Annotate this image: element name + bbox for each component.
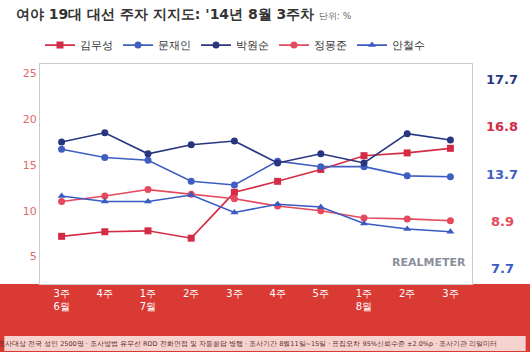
svg-text:8.9: 8.9 bbox=[491, 214, 514, 229]
svg-text:20: 20 bbox=[23, 113, 37, 126]
svg-text:조사대상 전국 성인 2500명 · 조사방법 유무선 RD: 조사대상 전국 성인 2500명 · 조사방법 유무선 RDD 전화면접 및 자… bbox=[0, 340, 497, 348]
svg-text:10: 10 bbox=[23, 205, 37, 218]
svg-text:안철수: 안철수 bbox=[392, 39, 425, 52]
svg-text:16.8: 16.8 bbox=[486, 119, 518, 134]
svg-text:문재인: 문재인 bbox=[158, 39, 191, 52]
svg-text:3주6월: 3주6월 bbox=[53, 288, 69, 312]
svg-text:3주: 3주 bbox=[442, 288, 458, 299]
svg-text:4주: 4주 bbox=[269, 288, 285, 299]
svg-text:박원순: 박원순 bbox=[236, 39, 269, 52]
svg-text:2주: 2주 bbox=[183, 288, 199, 299]
svg-text:5주: 5주 bbox=[313, 288, 329, 299]
svg-text:5: 5 bbox=[30, 250, 37, 263]
svg-text:3주: 3주 bbox=[226, 288, 242, 299]
svg-text:정몽준: 정몽준 bbox=[314, 39, 347, 52]
svg-text:25: 25 bbox=[23, 67, 37, 80]
svg-text:2주: 2주 bbox=[399, 288, 415, 299]
svg-text:7.7: 7.7 bbox=[491, 261, 514, 276]
svg-text:17.7: 17.7 bbox=[486, 72, 518, 87]
svg-text:13.7: 13.7 bbox=[486, 167, 518, 182]
svg-text:김무성: 김무성 bbox=[80, 39, 113, 52]
svg-text:1주7월: 1주7월 bbox=[140, 288, 156, 312]
svg-text:1주8월: 1주8월 bbox=[356, 288, 372, 312]
svg-text:REALMETER: REALMETER bbox=[392, 256, 466, 269]
svg-text:15: 15 bbox=[23, 159, 37, 172]
svg-text:여야 19대 대선 주자 지지도: '14년 8월 3주차: 여야 19대 대선 주자 지지도: '14년 8월 3주차 단위: % bbox=[16, 6, 352, 22]
svg-text:4주: 4주 bbox=[97, 288, 113, 299]
